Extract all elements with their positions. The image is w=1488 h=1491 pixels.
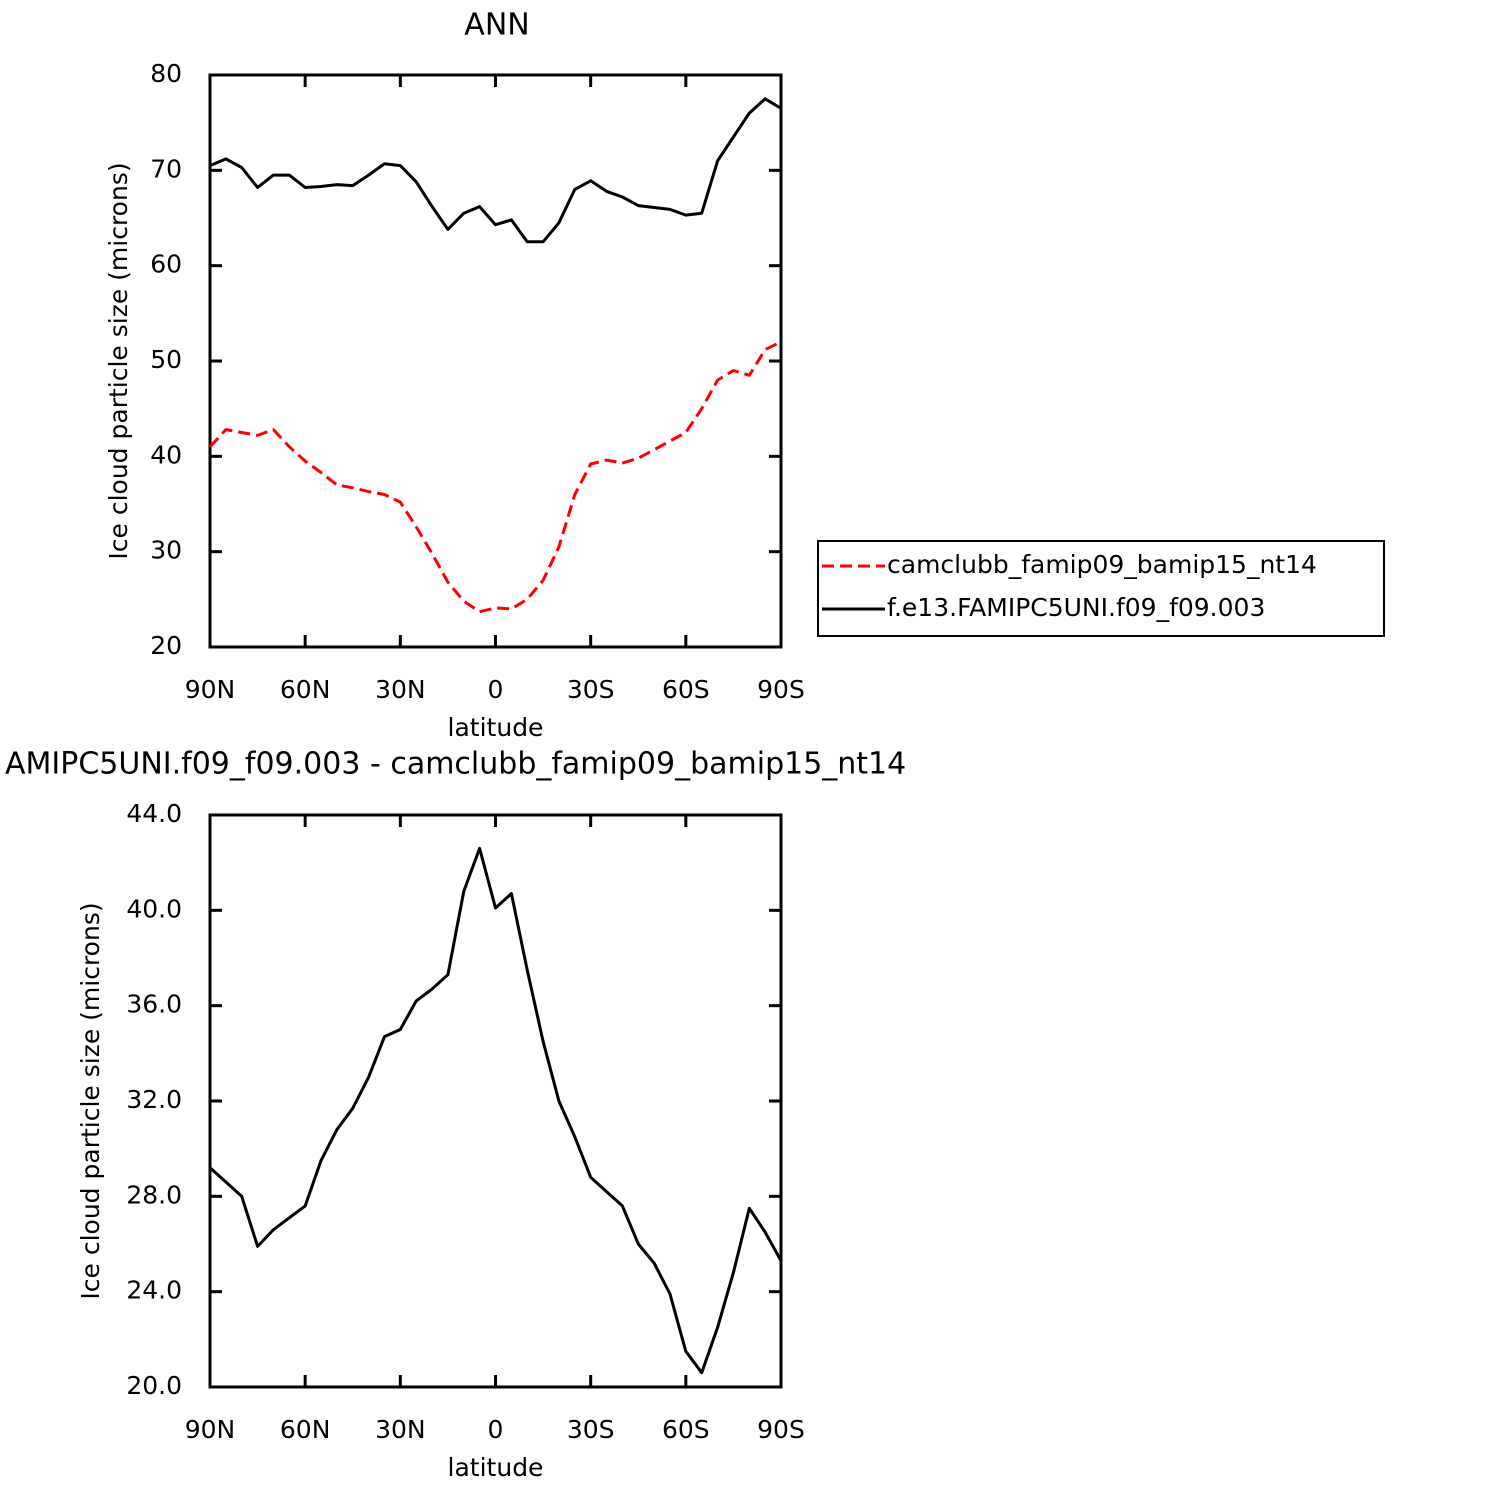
y-tick-label: 80	[150, 59, 182, 88]
y-tick-label: 24.0	[126, 1276, 182, 1305]
data-line	[209, 97, 782, 244]
plot-frame	[208, 813, 783, 1389]
plot-frame	[208, 73, 783, 649]
legend-label: camclubb_famip09_bamip15_nt14	[887, 550, 1317, 579]
x-tick-label: 60S	[662, 1415, 710, 1444]
legend-box	[817, 540, 1385, 637]
x-axis-label: latitude	[448, 713, 544, 742]
y-axis-label: Ice cloud particle size (microns)	[76, 902, 105, 1299]
x-tick-label: 60N	[280, 1415, 331, 1444]
y-tick-label: 50	[150, 345, 182, 374]
y-tick-label: 44.0	[126, 799, 182, 828]
x-tick-label: 30N	[375, 1415, 426, 1444]
y-tick-label: 20.0	[126, 1371, 182, 1400]
y-tick-label: 60	[150, 250, 182, 279]
x-tick-label: 90S	[757, 1415, 805, 1444]
x-axis-label: latitude	[448, 1453, 544, 1482]
x-tick-label: 0	[488, 675, 504, 704]
y-tick-label: 40.0	[126, 894, 182, 923]
x-tick-label: 30S	[567, 1415, 615, 1444]
chart-title: ANN	[464, 8, 529, 43]
chart-title: AMIPC5UNI.f09_f09.003 - camclubb_famip09…	[5, 747, 906, 782]
x-tick-label: 60S	[662, 675, 710, 704]
x-tick-label: 30S	[567, 675, 615, 704]
y-tick-label: 30	[150, 536, 182, 565]
y-tick-label: 40	[150, 440, 182, 469]
x-tick-label: 30N	[375, 675, 426, 704]
legend-label: f.e13.FAMIPC5UNI.f09_f09.003	[887, 593, 1265, 622]
y-tick-label: 70	[150, 154, 182, 183]
data-line	[208, 846, 783, 1375]
x-tick-label: 90N	[185, 1415, 236, 1444]
x-tick-label: 60N	[280, 675, 331, 704]
y-axis-label: Ice cloud particle size (microns)	[104, 162, 133, 559]
y-tick-label: 36.0	[126, 990, 182, 1019]
x-tick-label: 90N	[185, 675, 236, 704]
x-tick-label: 0	[488, 1415, 504, 1444]
y-tick-label: 20	[150, 631, 182, 660]
data-line	[208, 340, 782, 614]
x-tick-label: 90S	[757, 675, 805, 704]
y-tick-label: 32.0	[126, 1085, 182, 1114]
y-tick-label: 28.0	[126, 1180, 182, 1209]
